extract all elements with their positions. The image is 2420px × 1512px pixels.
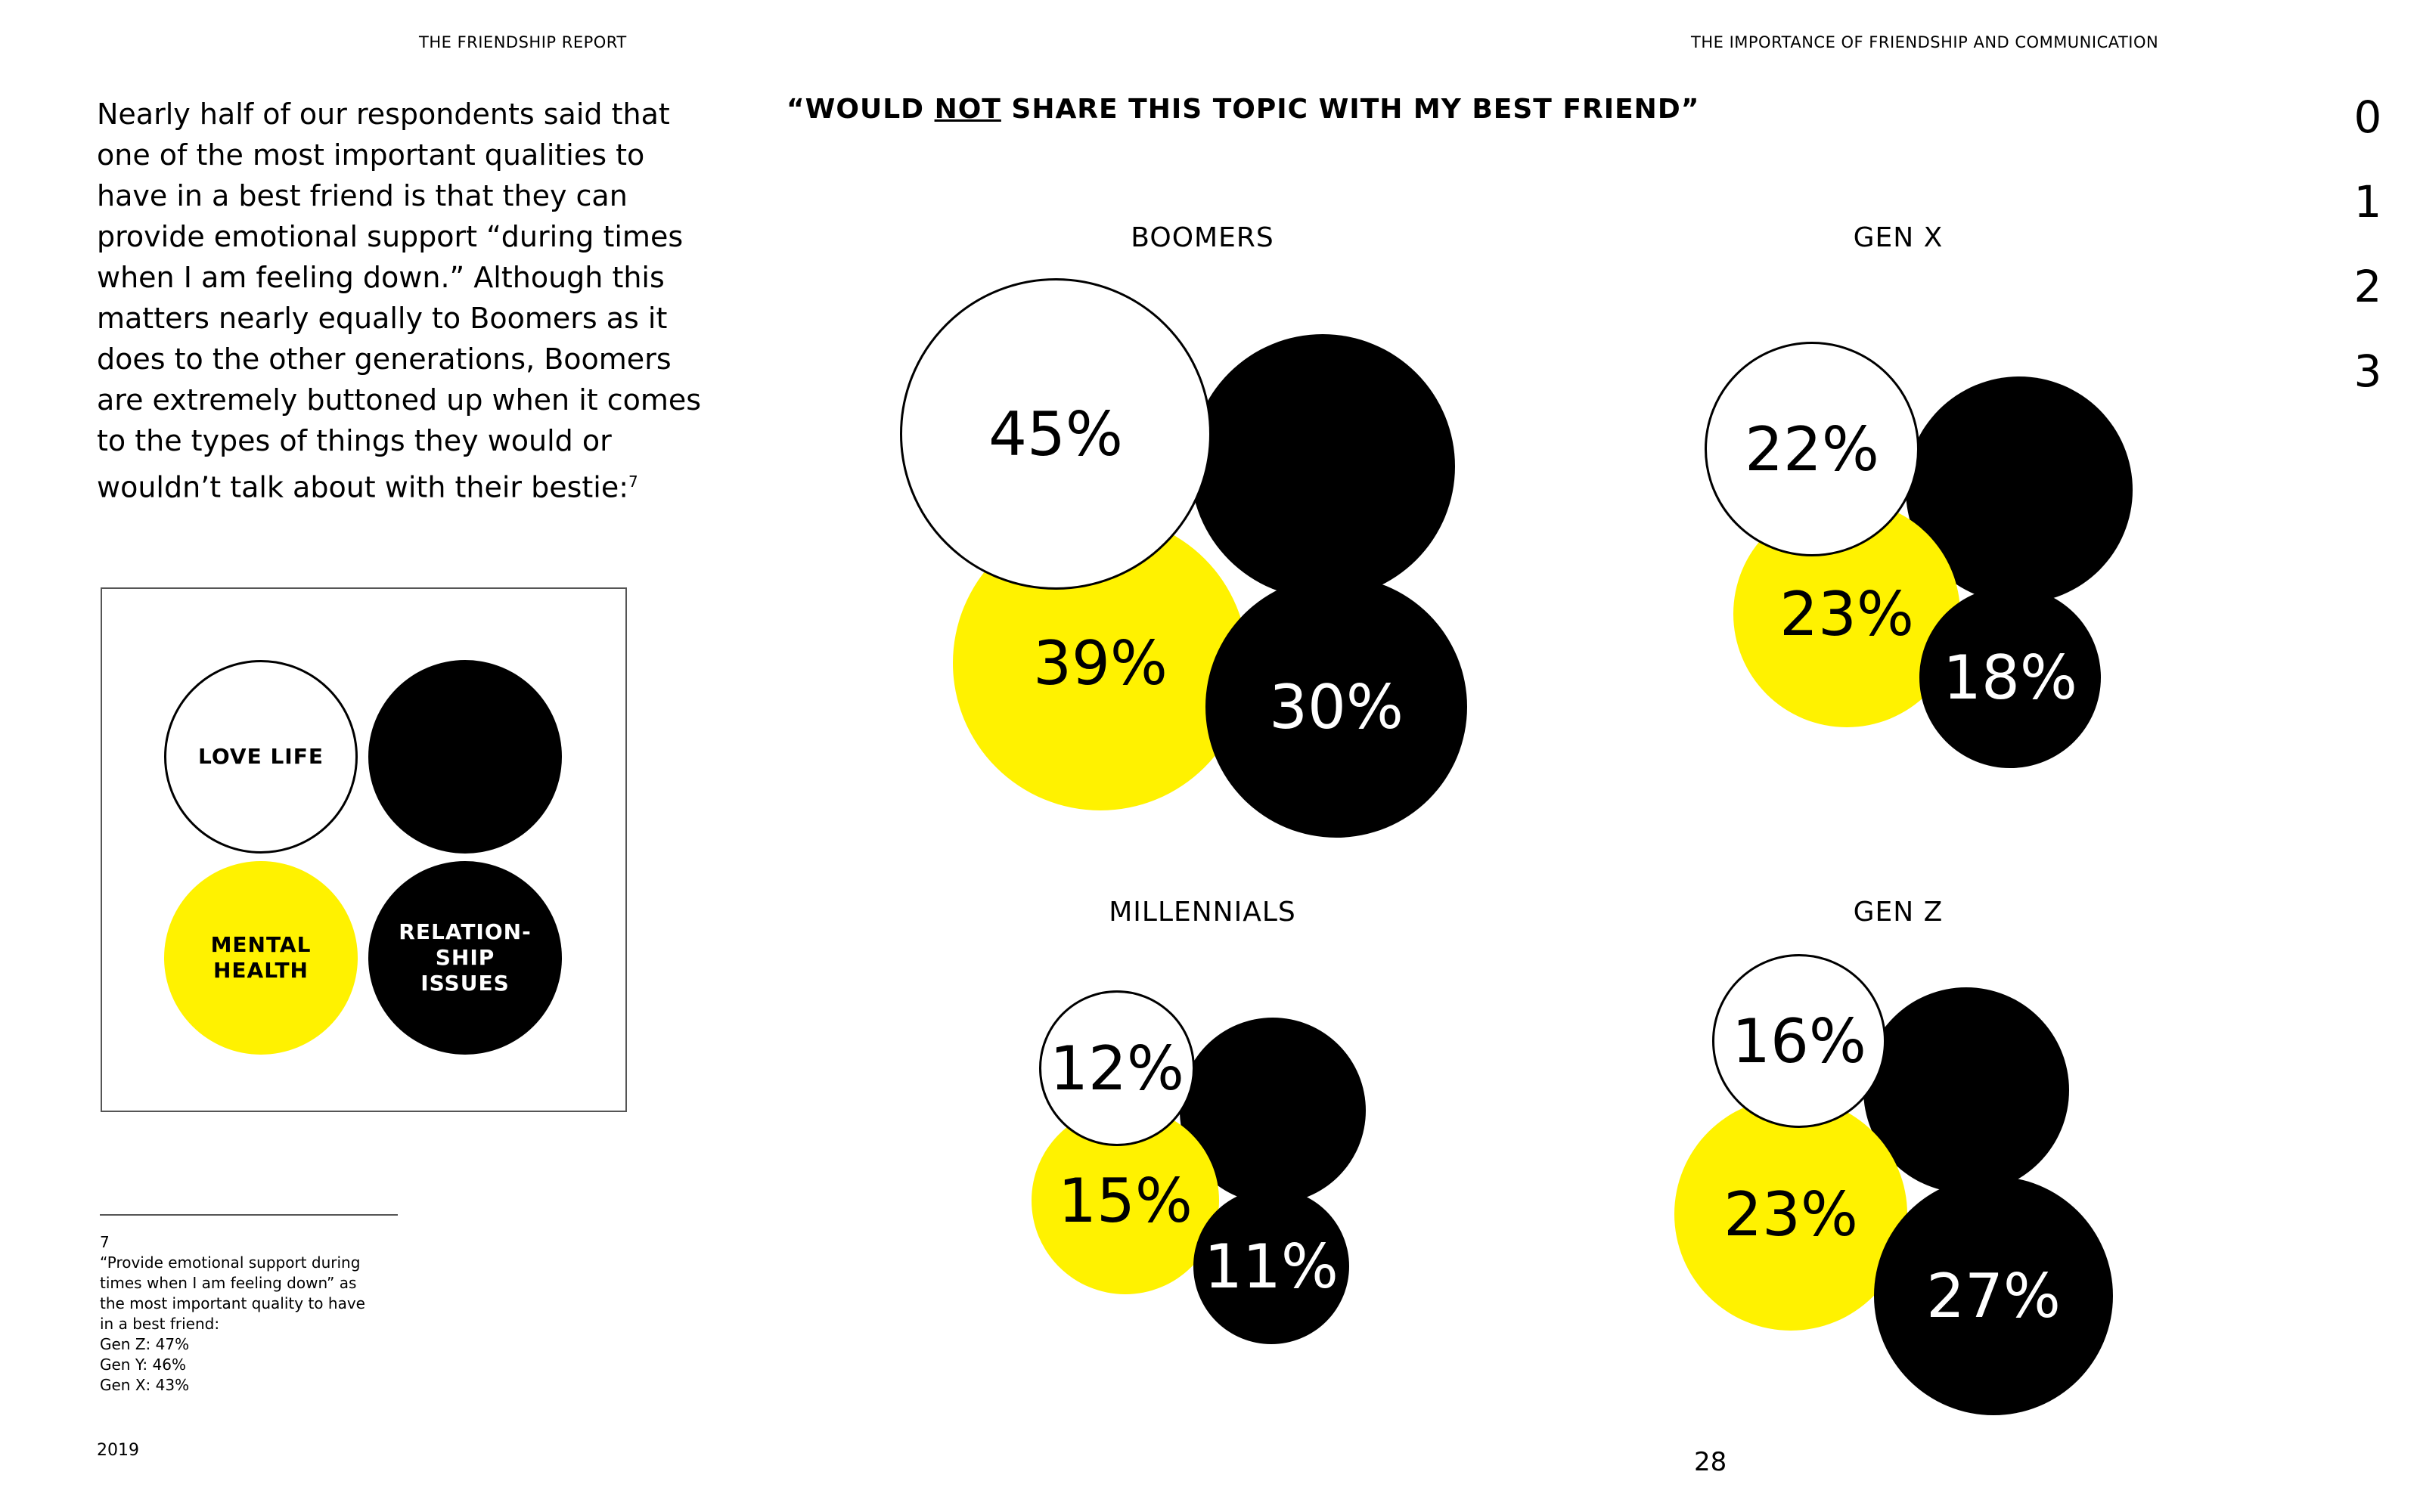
chart-title: “WOULD NOT SHARE THIS TOPIC WITH MY BEST… bbox=[786, 94, 1699, 125]
boomers-relationship-issues-value: 30% bbox=[1269, 671, 1404, 742]
millennials-relationship-issues-value: 11% bbox=[1204, 1231, 1339, 1302]
group-label-gen-z: GEN Z bbox=[1853, 897, 1944, 928]
legend-relationship-issues: RELATION- SHIP ISSUES bbox=[368, 861, 562, 1055]
gen-z-bubble-mental-health: 23% bbox=[1674, 1098, 1907, 1331]
boomers-love-life-value: 45% bbox=[988, 398, 1123, 469]
legend-love-life: LOVE LIFE bbox=[164, 660, 358, 854]
gen-x-love-life-value: 22% bbox=[1745, 414, 1879, 485]
gen-z-bubble-other bbox=[1863, 987, 2069, 1193]
legend-relationship-line3: ISSUES bbox=[420, 971, 510, 996]
group-label-boomers: BOOMERS bbox=[1131, 222, 1274, 253]
boomers-mental-health-value: 39% bbox=[1033, 627, 1168, 699]
legend-love-life-label: LOVE LIFE bbox=[198, 744, 324, 769]
millennials-love-life-value: 12% bbox=[1050, 1033, 1184, 1104]
chapter-nav-item-3[interactable]: 3 bbox=[2353, 345, 2382, 397]
gen-z-bubble-love-life: 16% bbox=[1712, 954, 1886, 1128]
footnote-number: 7 bbox=[100, 1233, 110, 1251]
footnote: 7 “Provide emotional support during times… bbox=[100, 1232, 365, 1396]
legend-mental-health: MENTAL HEALTH bbox=[164, 861, 358, 1055]
footnote-divider bbox=[100, 1214, 398, 1216]
gen-x-bubble-relationship-issues: 18% bbox=[1919, 587, 2101, 768]
legend-other-topic bbox=[368, 660, 562, 854]
gen-z-mental-health-value: 23% bbox=[1723, 1179, 1858, 1250]
chart-title-prefix: “WOULD bbox=[786, 94, 935, 125]
running-head-right: THE IMPORTANCE OF FRIENDSHIP AND COMMUNI… bbox=[1691, 33, 2159, 51]
gen-z-relationship-issues-value: 27% bbox=[1926, 1260, 2061, 1331]
page-number: 28 bbox=[1694, 1447, 1727, 1477]
boomers-bubble-relationship-issues: 30% bbox=[1205, 576, 1467, 838]
body-paragraph: Nearly half of our respondents said that… bbox=[97, 94, 717, 508]
millennials-mental-health-value: 15% bbox=[1058, 1165, 1193, 1236]
boomers-bubble-other bbox=[1190, 334, 1455, 599]
millennials-bubble-mental-health: 15% bbox=[1032, 1107, 1219, 1294]
running-head-left: THE FRIENDSHIP REPORT bbox=[419, 33, 627, 51]
chapter-nav: 0 1 2 3 bbox=[2349, 88, 2387, 426]
legend-mental-health-line1: MENTAL bbox=[210, 932, 312, 957]
group-label-gen-x: GEN X bbox=[1853, 222, 1944, 253]
legend-box: LOVE LIFE MENTAL HEALTH RELATION- SHIP I… bbox=[101, 587, 627, 1112]
chart-title-emphasis: NOT bbox=[934, 94, 1001, 125]
boomers-bubble-love-life: 45% bbox=[900, 278, 1212, 590]
chapter-nav-item-0[interactable]: 0 bbox=[2353, 91, 2382, 143]
gen-z-bubble-relationship-issues: 27% bbox=[1874, 1176, 2113, 1415]
gen-z-love-life-value: 16% bbox=[1732, 1005, 1866, 1077]
chapter-nav-item-2[interactable]: 2 bbox=[2353, 261, 2382, 312]
legend-relationship-line2: SHIP bbox=[435, 945, 495, 970]
chapter-nav-item-1[interactable]: 1 bbox=[2353, 176, 2382, 228]
gen-x-mental-health-value: 23% bbox=[1779, 578, 1914, 649]
legend-relationship-line1: RELATION- bbox=[399, 919, 532, 944]
footnote-text: “Provide emotional support during times … bbox=[100, 1253, 365, 1394]
group-label-millennials: MILLENNIALS bbox=[1109, 897, 1296, 928]
footer-year: 2019 bbox=[97, 1441, 139, 1460]
body-text: Nearly half of our respondents said that… bbox=[97, 98, 702, 504]
footnote-ref[interactable]: 7 bbox=[628, 472, 638, 491]
millennials-bubble-love-life: 12% bbox=[1039, 990, 1195, 1146]
gen-x-bubble-love-life: 22% bbox=[1705, 342, 1919, 556]
chart-title-suffix: SHARE THIS TOPIC WITH MY BEST FRIEND” bbox=[1001, 94, 1700, 125]
gen-x-relationship-issues-value: 18% bbox=[1943, 642, 2077, 713]
legend-mental-health-line2: HEALTH bbox=[213, 958, 309, 983]
millennials-bubble-relationship-issues: 11% bbox=[1193, 1188, 1349, 1344]
